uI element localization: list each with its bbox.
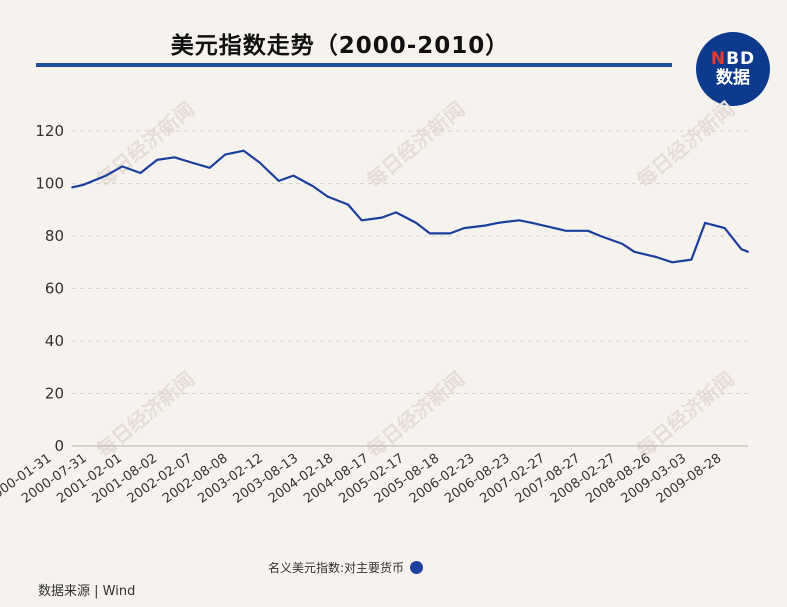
- data-point: [173, 156, 176, 159]
- data-point: [415, 222, 418, 224]
- data-point: [484, 224, 487, 227]
- legend: 名义美元指数:对主要货币: [0, 559, 787, 576]
- data-point: [139, 172, 142, 174]
- nbd-logo: NBD 数据: [696, 32, 770, 106]
- data-point: [655, 256, 658, 258]
- data-point: [380, 216, 383, 219]
- y-tick-label-80: 80: [45, 227, 64, 245]
- logo-bd: BD: [726, 49, 756, 69]
- data-point: [208, 166, 211, 169]
- legend-marker-icon: [410, 561, 424, 574]
- data-point: [671, 261, 674, 264]
- data-point: [224, 153, 227, 156]
- y-axis-tick-labels: 0 20 40 60 80 100 120: [35, 122, 64, 455]
- data-point: [311, 185, 314, 188]
- data-point: [633, 250, 636, 253]
- watermark-text-3: 每日经济新闻: [92, 367, 199, 463]
- data-point: [258, 161, 261, 164]
- y-tick-label-40: 40: [45, 332, 64, 350]
- data-point: [449, 232, 451, 235]
- data-point: [599, 235, 602, 237]
- chart-title: 美元指数走势（2000-2010）: [170, 33, 510, 59]
- data-point: [121, 165, 124, 168]
- data-point: [497, 222, 499, 224]
- data-point: [565, 229, 567, 232]
- y-tick-label-120: 120: [35, 122, 64, 140]
- data-point: [156, 159, 159, 161]
- data-point: [553, 227, 556, 230]
- data-point: [428, 232, 431, 235]
- data-point: [71, 186, 73, 189]
- data-point: [531, 222, 534, 224]
- data-point: [360, 219, 363, 222]
- y-tick-label-20: 20: [45, 385, 64, 403]
- y-tick-label-100: 100: [35, 175, 64, 193]
- watermark-text-0: 每日经济新闻: [92, 97, 199, 193]
- data-point: [740, 248, 743, 251]
- data-point: [82, 183, 85, 186]
- watermark-text-1: 每日经济新闻: [362, 97, 469, 193]
- y-tick-label-0: 0: [54, 437, 64, 455]
- series-layer: [71, 149, 749, 264]
- data-point: [395, 211, 397, 214]
- data-point: [463, 227, 465, 230]
- data-point: [347, 203, 349, 206]
- grid-lines: [72, 130, 748, 447]
- x-axis-tick-labels: 2000-01-312000-07-312001-02-012001-08-02…: [0, 451, 724, 507]
- watermark-text-4: 每日经济新闻: [362, 367, 469, 463]
- data-point: [242, 149, 245, 152]
- logo-top-text: NBD: [711, 50, 755, 68]
- data-point: [326, 195, 329, 198]
- data-point: [704, 222, 706, 224]
- source-note: 数据来源 | Wind: [38, 584, 136, 599]
- watermark-text-5: 每日经济新闻: [632, 367, 739, 463]
- data-point: [723, 227, 726, 230]
- data-point: [690, 258, 693, 261]
- data-point: [621, 243, 624, 245]
- data-point: [747, 250, 749, 253]
- data-point: [190, 161, 193, 164]
- data-point: [105, 174, 107, 177]
- data-point: [518, 219, 521, 222]
- watermark-text-2: 每日经济新闻: [632, 97, 739, 193]
- y-tick-label-60: 60: [45, 280, 64, 298]
- data-point: [292, 174, 295, 177]
- logo-bottom-text: 数据: [716, 68, 750, 88]
- data-point: [587, 229, 589, 232]
- data-point: [277, 180, 280, 182]
- title-underline: [36, 63, 672, 67]
- legend-label: 名义美元指数:对主要货币: [267, 561, 405, 575]
- logo-n: N: [710, 49, 727, 69]
